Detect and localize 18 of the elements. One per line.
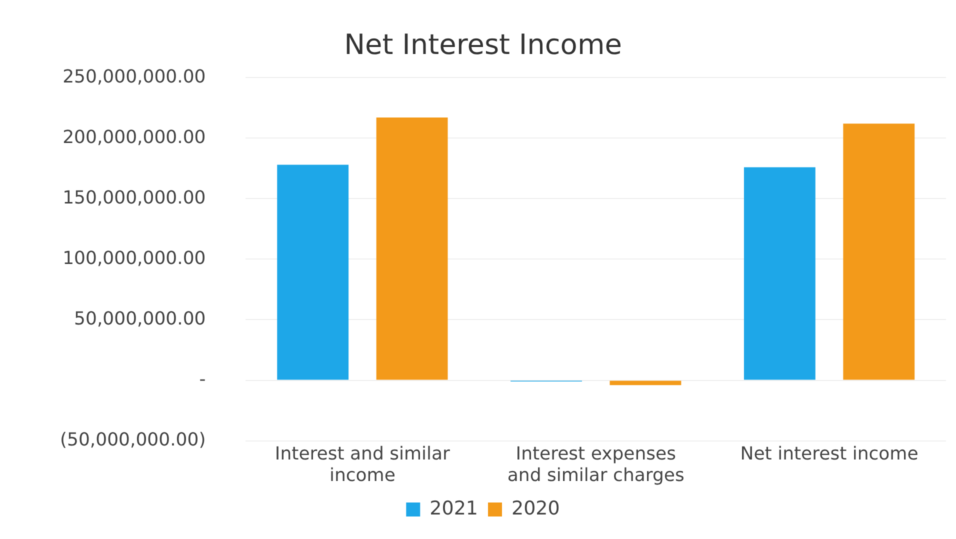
bar: [376, 118, 448, 380]
bar: [277, 164, 349, 380]
chart-title: Net Interest Income: [344, 28, 622, 62]
x-tick-label: Interest expenses and similar charges: [507, 443, 684, 486]
x-tick-label: Interest and similar income: [274, 443, 451, 486]
y-tick-label: 100,000,000.00: [62, 248, 206, 269]
x-tick-label: Net interest income: [740, 443, 918, 464]
y-tick-label: (50,000,000.00): [60, 429, 206, 450]
y-tick-label: 150,000,000.00: [62, 187, 206, 208]
bar: [843, 124, 915, 380]
y-tick-label: 250,000,000.00: [62, 66, 206, 88]
bar: [610, 380, 682, 386]
bar: [744, 167, 816, 380]
y-tick-label: 50,000,000.00: [74, 308, 206, 330]
y-tick-label: 200,000,000.00: [62, 126, 206, 148]
legend-label: 2020: [512, 497, 560, 520]
legend-label: 2021: [430, 497, 478, 520]
y-tick-label: -: [199, 368, 206, 390]
